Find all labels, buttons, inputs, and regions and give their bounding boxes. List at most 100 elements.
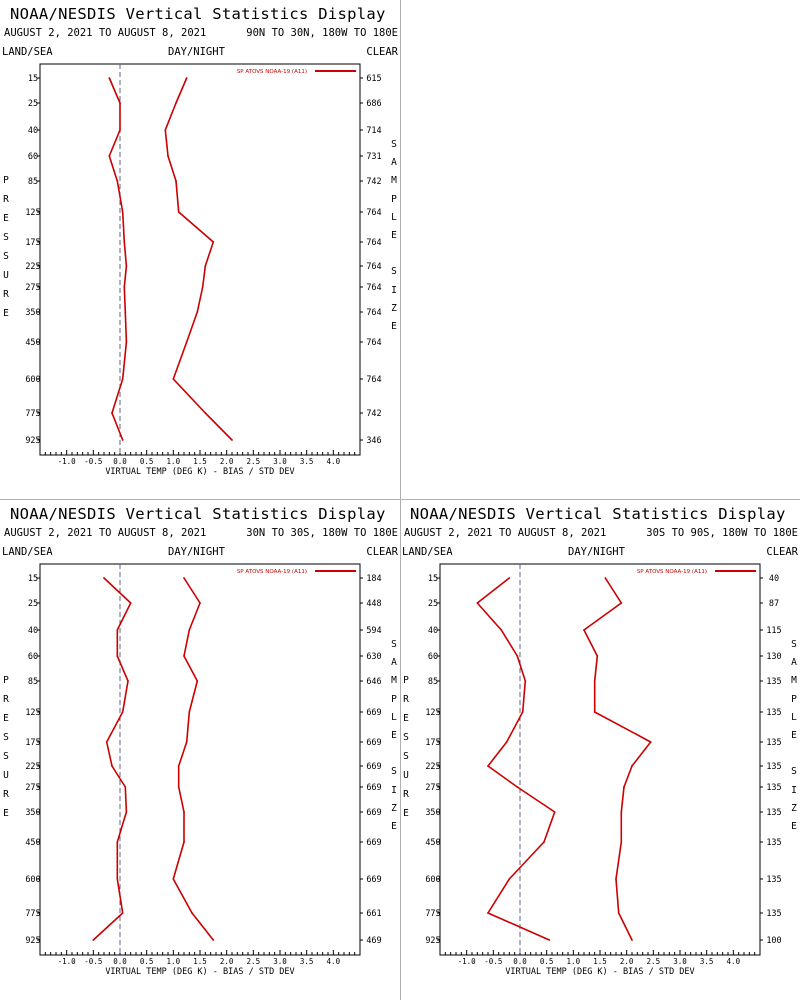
land-sea-label: LAND/SEA bbox=[2, 46, 53, 58]
x-tick-label: -0.5 bbox=[84, 457, 102, 466]
bias-point bbox=[121, 211, 124, 213]
std-dev-point bbox=[212, 241, 215, 243]
bias-point bbox=[508, 878, 511, 880]
sample-size-label: 130 bbox=[766, 652, 781, 662]
std-dev-point bbox=[196, 680, 199, 682]
std-dev-point bbox=[617, 912, 620, 914]
sample-size-label: 135 bbox=[766, 909, 781, 919]
bias-point bbox=[103, 577, 105, 579]
x-axis-title: VIRTUAL TEMP (DEG K) - BIAS / STD DEV bbox=[105, 467, 294, 477]
std-dev-point bbox=[623, 786, 625, 788]
pressure-level-label: 275 bbox=[25, 783, 40, 793]
pressure-axis-label-letter: P bbox=[403, 675, 409, 686]
x-axis-title: VIRTUAL TEMP (DEG K) - BIAS / STD DEV bbox=[505, 967, 694, 977]
sample-size-label: 646 bbox=[366, 677, 381, 687]
pressure-level-label: 85 bbox=[28, 677, 38, 687]
sample-size-axis-label-letter: I bbox=[391, 784, 397, 796]
std-dev-point bbox=[177, 786, 180, 788]
pressure-axis-label-letter: E bbox=[403, 713, 409, 724]
sample-size-label: 742 bbox=[366, 409, 381, 419]
sample-size-axis-label-letter: A bbox=[391, 157, 397, 169]
std-dev-point bbox=[204, 412, 207, 414]
sample-size-label: 135 bbox=[766, 677, 781, 687]
x-tick-label: 1.0 bbox=[167, 457, 181, 466]
bias-point bbox=[92, 939, 95, 941]
bias-point bbox=[125, 811, 128, 813]
x-tick-label: 2.5 bbox=[247, 457, 261, 466]
vertical-stats-chart: -1.0 -0.5 0.0 0.5 1.0 1.5 2.0 2.5 3.0 3.5 4.0 VIRTU… bbox=[425, 563, 782, 977]
pressure-level-label: 40 bbox=[428, 626, 438, 636]
bias-point bbox=[121, 378, 124, 380]
sample-size-axis-label-letter: M bbox=[791, 675, 797, 687]
bias-point bbox=[476, 602, 479, 604]
legend-label: SP ATOVS NOAA-19 (A11) bbox=[237, 569, 307, 575]
pressure-axis-label-letter: U bbox=[3, 270, 9, 281]
pressure-level-label: 775 bbox=[25, 409, 40, 419]
x-tick-label: 1.5 bbox=[593, 957, 607, 966]
x-tick-label: 0.0 bbox=[113, 457, 127, 466]
pressure-level-label: 25 bbox=[428, 599, 438, 609]
std-dev-point bbox=[615, 878, 617, 880]
pressure-level-label: 125 bbox=[425, 708, 440, 718]
bias-point bbox=[124, 311, 127, 313]
sample-size-label: 135 bbox=[766, 875, 781, 885]
pressure-axis-label-letter: S bbox=[3, 251, 9, 262]
sample-size-axis-label-letter: S bbox=[391, 266, 397, 278]
pressure-level-label: 125 bbox=[25, 708, 40, 718]
x-tick-label: 1.0 bbox=[167, 957, 181, 966]
pressure-level-label: 175 bbox=[425, 738, 440, 748]
bias-point bbox=[116, 180, 119, 182]
bias-point bbox=[105, 741, 108, 743]
std-dev-point bbox=[183, 655, 185, 657]
std-dev-point bbox=[631, 765, 633, 767]
bias-point bbox=[127, 680, 129, 682]
sample-size-label: 764 bbox=[366, 338, 381, 348]
sample-size-axis-label-letter: Z bbox=[391, 302, 397, 314]
sample-size-axis-label-letter: A bbox=[791, 657, 797, 669]
pressure-level-label: 175 bbox=[25, 738, 40, 748]
std-dev-point bbox=[175, 102, 177, 104]
plot-frame bbox=[39, 563, 361, 956]
plot-frame bbox=[39, 63, 361, 456]
std-dev-point bbox=[196, 311, 199, 313]
bias-point bbox=[553, 811, 556, 813]
pressure-level-label: 60 bbox=[28, 652, 38, 662]
region-label: 30N TO 30S, 180W TO 180E bbox=[246, 527, 398, 539]
sample-size-label: 135 bbox=[766, 783, 781, 793]
sample-size-axis-label-letter: L bbox=[391, 211, 397, 223]
sample-size-axis-label-letter: S bbox=[791, 766, 797, 778]
std-dev-point bbox=[212, 939, 215, 941]
pressure-level-label: 775 bbox=[425, 909, 440, 919]
sample-size-label: 135 bbox=[766, 838, 781, 848]
pressure-level-label: 25 bbox=[28, 599, 38, 609]
sample-size-label: 40 bbox=[769, 574, 779, 584]
std-dev-line bbox=[172, 577, 214, 941]
sample-size-axis-label-letter: S bbox=[391, 139, 397, 150]
bias-point bbox=[543, 841, 545, 843]
std-dev-point bbox=[177, 211, 180, 213]
panel-divider-horizontal bbox=[0, 499, 800, 500]
sample-size-label: 669 bbox=[366, 762, 381, 772]
x-tick-label: 0.5 bbox=[140, 457, 154, 466]
bias-point bbox=[108, 77, 111, 79]
clear-label: CLEAR bbox=[766, 546, 798, 558]
sample-size-axis-label-letter: P bbox=[391, 693, 397, 705]
std-dev-point bbox=[620, 602, 623, 604]
bias-point bbox=[505, 741, 508, 743]
pressure-level-label: 275 bbox=[25, 283, 40, 293]
pressure-level-label: 85 bbox=[428, 677, 438, 687]
sample-size-label: 135 bbox=[766, 738, 781, 748]
sample-size-label: 135 bbox=[766, 762, 781, 772]
bias-point bbox=[108, 155, 111, 157]
x-tick-label: 0.0 bbox=[513, 957, 527, 966]
pressure-level-label: 350 bbox=[25, 308, 40, 318]
x-tick-label: 3.5 bbox=[300, 457, 314, 466]
sample-size-label: 669 bbox=[366, 808, 381, 818]
bias-point bbox=[119, 129, 121, 131]
day-night-label: DAY/NIGHT bbox=[168, 546, 225, 558]
sample-size-axis-label-letter: E bbox=[391, 230, 397, 241]
sample-size-label: 135 bbox=[766, 808, 781, 818]
sample-size-label: 100 bbox=[766, 936, 781, 946]
stats-panel-tropics: NOAA/NESDIS Vertical Statistics Display A… bbox=[0, 500, 400, 1000]
pressure-level-label: 60 bbox=[28, 152, 38, 162]
